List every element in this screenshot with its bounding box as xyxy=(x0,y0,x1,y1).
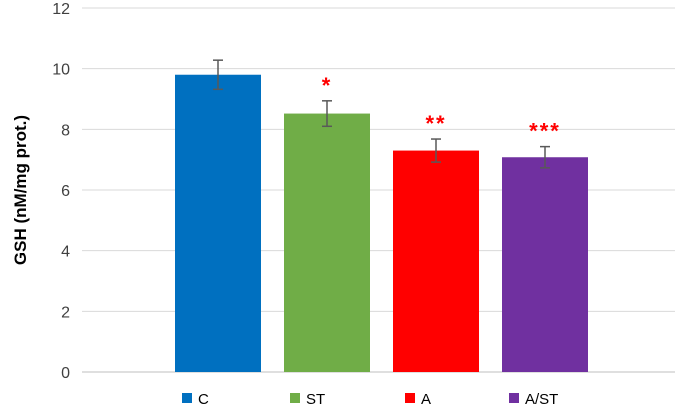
bar-a xyxy=(393,150,479,372)
y-tick-label: 12 xyxy=(52,1,70,18)
error-bar xyxy=(213,59,223,91)
legend: C ST A A/ST xyxy=(182,391,558,408)
bar-c xyxy=(175,74,261,372)
bars xyxy=(175,74,588,372)
y-tick-label: 6 xyxy=(61,183,70,200)
legend-label: A xyxy=(421,391,431,408)
y-tick-label: 4 xyxy=(61,244,70,261)
legend-swatch xyxy=(405,393,415,403)
legend-swatch xyxy=(182,393,192,403)
y-tick-label: 8 xyxy=(61,122,70,139)
y-tick-label: 0 xyxy=(61,365,70,382)
significance-mark: * xyxy=(322,73,333,98)
significance-mark: ** xyxy=(425,111,446,136)
legend-label: A/ST xyxy=(525,391,558,408)
legend-label: C xyxy=(198,391,209,408)
error-bar xyxy=(431,138,441,163)
bar-st xyxy=(284,113,370,372)
y-axis-label: GSH (nM/mg prot.) xyxy=(11,115,30,265)
y-tick-label: 10 xyxy=(52,62,70,79)
legend-swatch xyxy=(509,393,519,403)
legend-swatch xyxy=(290,393,300,403)
legend-label: ST xyxy=(306,391,325,408)
error-bar xyxy=(540,145,550,169)
significance-mark: *** xyxy=(529,119,561,144)
error-bars xyxy=(213,59,550,169)
y-axis-ticks: 0 2 4 6 8 10 12 xyxy=(52,1,70,382)
y-tick-label: 2 xyxy=(61,304,70,321)
bar-a-st xyxy=(502,157,588,372)
error-bar xyxy=(322,100,332,128)
significance-marks: *** *** xyxy=(322,73,561,144)
